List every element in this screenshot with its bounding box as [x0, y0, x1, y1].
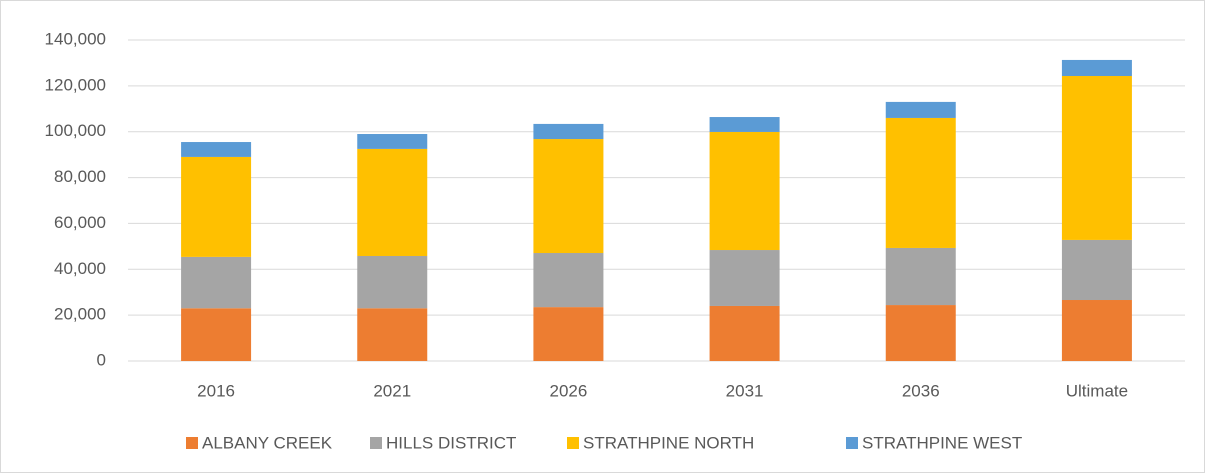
bar-segment	[533, 139, 604, 254]
bar-segment	[709, 117, 780, 132]
x-tick-label: Ultimate	[1066, 381, 1128, 400]
y-tick-label: 0	[97, 350, 106, 369]
bar-segment	[1061, 239, 1132, 301]
legend-swatch	[567, 437, 579, 449]
y-tick-label: 120,000	[45, 75, 106, 94]
bar-segment	[885, 305, 956, 361]
legend-label: ALBANY CREEK	[202, 433, 333, 452]
bar-segment	[533, 253, 604, 308]
bar-segment	[357, 308, 428, 361]
legend-swatch	[370, 437, 382, 449]
bar-segment	[709, 305, 780, 361]
x-tick-label: 2031	[726, 381, 764, 400]
bar-segment	[885, 101, 956, 118]
bar-segment	[709, 250, 780, 306]
x-tick-label: 2021	[373, 381, 411, 400]
x-tick-label: 2036	[902, 381, 940, 400]
bar-segment	[1061, 75, 1132, 240]
bar-segment	[181, 256, 252, 309]
y-tick-label: 80,000	[54, 167, 106, 186]
bar-segment	[1061, 300, 1132, 361]
legend-swatch	[186, 437, 198, 449]
bar-segment	[533, 307, 604, 361]
y-tick-label: 40,000	[54, 259, 106, 278]
bar-segment	[1061, 59, 1132, 76]
legend-label: STRATHPINE WEST	[862, 433, 1022, 452]
bar-segment	[357, 134, 428, 149]
bar-segment	[357, 255, 428, 309]
bar-segment	[533, 123, 604, 140]
y-tick-label: 20,000	[54, 305, 106, 324]
y-tick-label: 60,000	[54, 213, 106, 232]
legend-label: STRATHPINE NORTH	[583, 433, 754, 452]
y-tick-label: 100,000	[45, 121, 106, 140]
legend-label: HILLS DISTRICT	[386, 433, 516, 452]
bar-segment	[885, 117, 956, 248]
bar-segment	[885, 247, 956, 306]
y-tick-label: 140,000	[45, 29, 106, 48]
x-tick-label: 2016	[197, 381, 235, 400]
bar-segment	[181, 142, 252, 157]
bar-segment	[709, 131, 780, 251]
bar-segment	[181, 308, 252, 361]
x-tick-label: 2026	[550, 381, 588, 400]
legend-swatch	[846, 437, 858, 449]
bar-segment	[357, 148, 428, 256]
bar-segment	[181, 156, 252, 257]
